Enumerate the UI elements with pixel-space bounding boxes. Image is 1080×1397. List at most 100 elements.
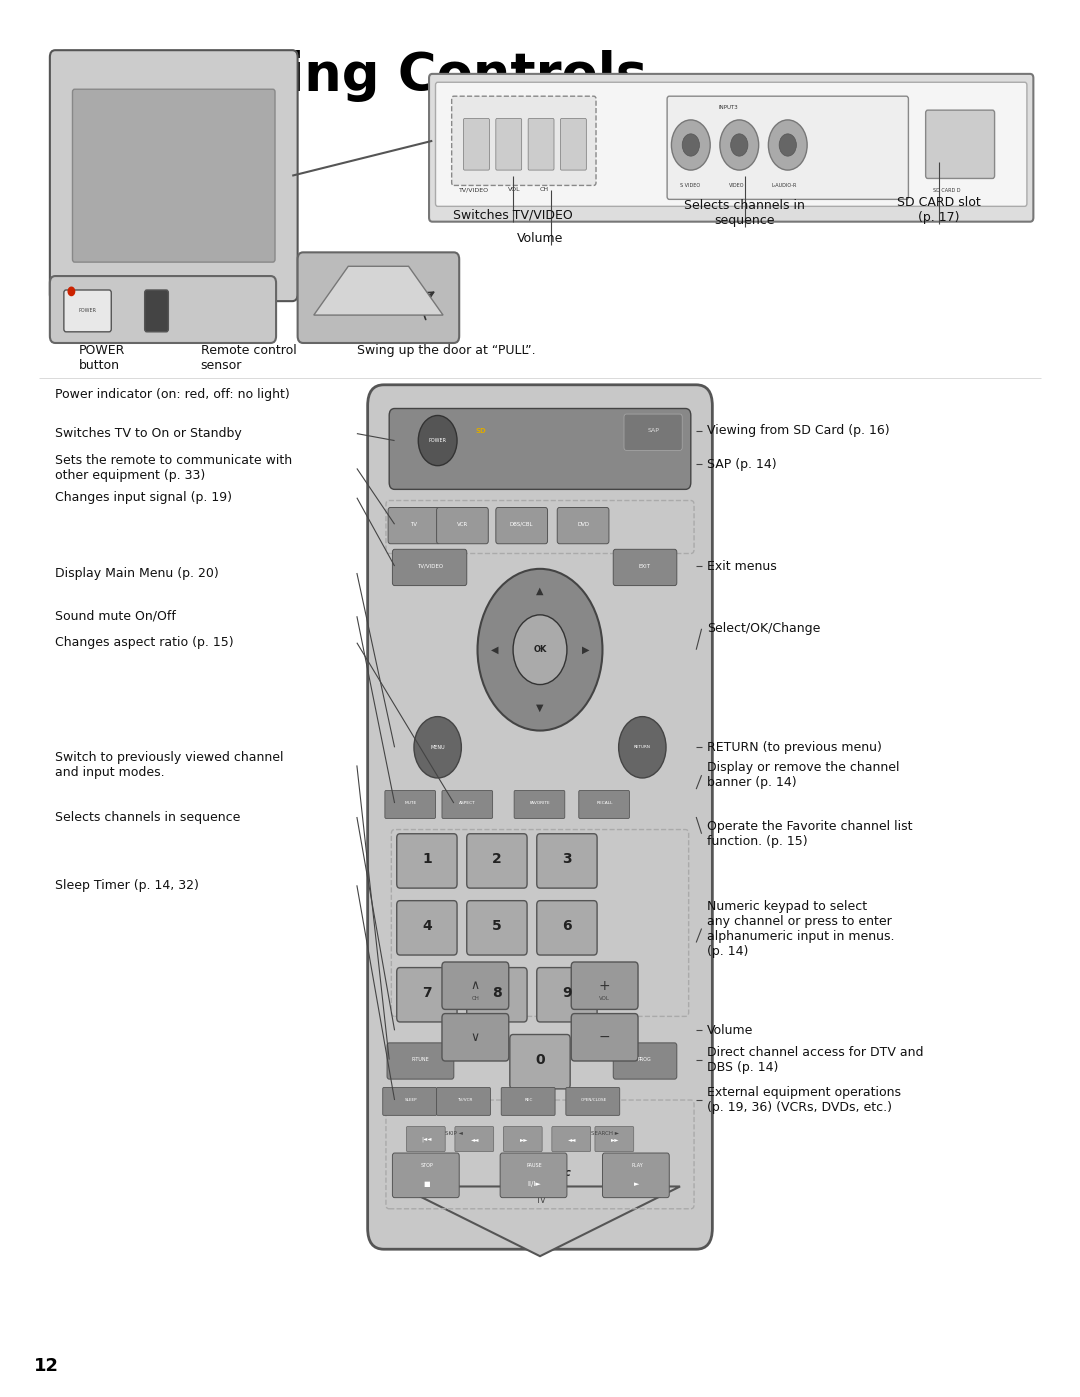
Text: ■: ■ — [423, 1180, 430, 1186]
Text: RETURN: RETURN — [634, 745, 651, 749]
Text: ▲: ▲ — [537, 587, 543, 597]
FancyBboxPatch shape — [50, 50, 298, 302]
Circle shape — [720, 120, 758, 170]
FancyBboxPatch shape — [387, 1044, 454, 1078]
FancyBboxPatch shape — [367, 384, 713, 1249]
Text: PLAY: PLAY — [631, 1164, 643, 1168]
FancyBboxPatch shape — [442, 1014, 509, 1060]
Text: CH: CH — [472, 996, 480, 1002]
Text: Panasonic: Panasonic — [509, 1168, 571, 1178]
Text: FAVORITE: FAVORITE — [529, 800, 551, 805]
Text: POWER: POWER — [79, 309, 96, 313]
Text: OK: OK — [534, 645, 546, 654]
Text: Operate the Favorite channel list
function. (p. 15): Operate the Favorite channel list functi… — [707, 820, 913, 848]
Text: Switch to previously viewed channel
and input modes.: Switch to previously viewed channel and … — [55, 752, 284, 780]
Text: VOL: VOL — [599, 996, 610, 1002]
FancyBboxPatch shape — [436, 1087, 490, 1115]
FancyBboxPatch shape — [557, 507, 609, 543]
Text: Sleep Timer (p. 14, 32): Sleep Timer (p. 14, 32) — [55, 879, 199, 891]
Text: TV/VIDEO: TV/VIDEO — [459, 187, 489, 193]
FancyBboxPatch shape — [396, 901, 457, 956]
FancyBboxPatch shape — [429, 74, 1034, 222]
Polygon shape — [314, 267, 443, 316]
Text: PAUSE: PAUSE — [527, 1164, 542, 1168]
Text: Volume: Volume — [707, 1024, 754, 1037]
Text: 6: 6 — [562, 919, 571, 933]
FancyBboxPatch shape — [603, 1153, 670, 1197]
Text: VCR: VCR — [457, 521, 468, 527]
FancyBboxPatch shape — [571, 1014, 638, 1060]
Text: 1: 1 — [422, 852, 432, 866]
Circle shape — [477, 569, 603, 731]
Text: 5: 5 — [492, 919, 502, 933]
Text: ∧: ∧ — [471, 979, 480, 992]
Polygon shape — [126, 295, 221, 323]
FancyBboxPatch shape — [72, 89, 275, 263]
FancyBboxPatch shape — [571, 963, 638, 1010]
Text: VIDEO: VIDEO — [729, 183, 744, 187]
Text: 0: 0 — [536, 1052, 544, 1066]
Text: RECALL: RECALL — [596, 800, 612, 805]
Text: Identifying Controls: Identifying Controls — [55, 50, 647, 102]
FancyBboxPatch shape — [566, 1087, 620, 1115]
FancyBboxPatch shape — [396, 968, 457, 1023]
FancyBboxPatch shape — [579, 791, 630, 819]
Text: External equipment operations
(p. 19, 36) (VCRs, DVDs, etc.): External equipment operations (p. 19, 36… — [707, 1085, 901, 1113]
Circle shape — [68, 288, 75, 296]
FancyBboxPatch shape — [496, 119, 522, 170]
Text: POWER: POWER — [429, 439, 447, 443]
Text: ◀: ◀ — [491, 644, 499, 655]
Text: ◄◄: ◄◄ — [471, 1137, 480, 1141]
FancyBboxPatch shape — [613, 1044, 677, 1078]
FancyBboxPatch shape — [406, 1126, 445, 1151]
FancyBboxPatch shape — [503, 1126, 542, 1151]
FancyBboxPatch shape — [388, 507, 440, 543]
Text: Selects channels in sequence: Selects channels in sequence — [55, 810, 241, 823]
Text: SAP: SAP — [647, 429, 659, 433]
Text: Changes input signal (p. 19): Changes input signal (p. 19) — [55, 492, 232, 504]
Text: +: + — [598, 979, 610, 993]
Text: PROG: PROG — [637, 1058, 651, 1062]
Text: OPEN/CLOSE: OPEN/CLOSE — [581, 1098, 607, 1102]
Text: TV/VIDEO: TV/VIDEO — [417, 563, 443, 569]
FancyBboxPatch shape — [463, 119, 489, 170]
FancyBboxPatch shape — [926, 110, 995, 179]
Text: DVD: DVD — [577, 521, 590, 527]
Text: ∨: ∨ — [471, 1031, 480, 1044]
Text: SD CARD slot
(p. 17): SD CARD slot (p. 17) — [896, 197, 981, 225]
Text: Volume: Volume — [517, 232, 563, 246]
FancyBboxPatch shape — [435, 82, 1027, 207]
FancyBboxPatch shape — [50, 277, 276, 344]
Polygon shape — [103, 323, 245, 330]
Text: 4: 4 — [422, 919, 432, 933]
Text: 8: 8 — [492, 986, 502, 1000]
Text: Swing up the door at “PULL”.: Swing up the door at “PULL”. — [356, 345, 536, 358]
FancyBboxPatch shape — [436, 507, 488, 543]
Text: TV/VCR: TV/VCR — [457, 1098, 472, 1102]
Text: DBS/CBL: DBS/CBL — [510, 521, 534, 527]
Text: ▶: ▶ — [581, 644, 589, 655]
FancyBboxPatch shape — [500, 1153, 567, 1197]
Text: |◄◄: |◄◄ — [421, 1136, 432, 1141]
Circle shape — [683, 134, 700, 156]
Text: Direct channel access for DTV and
DBS (p. 14): Direct channel access for DTV and DBS (p… — [707, 1045, 923, 1074]
Circle shape — [768, 120, 807, 170]
FancyBboxPatch shape — [667, 96, 908, 200]
Polygon shape — [400, 1186, 680, 1256]
Text: SKIP ◄: SKIP ◄ — [445, 1132, 462, 1136]
FancyBboxPatch shape — [384, 791, 435, 819]
FancyBboxPatch shape — [298, 253, 459, 344]
Text: TV: TV — [410, 521, 418, 527]
FancyBboxPatch shape — [501, 1087, 555, 1115]
Text: STOP: STOP — [420, 1164, 433, 1168]
FancyBboxPatch shape — [455, 1126, 494, 1151]
FancyBboxPatch shape — [145, 291, 168, 332]
Text: Remote control
sensor: Remote control sensor — [201, 345, 296, 373]
Text: SD CARD D: SD CARD D — [933, 189, 961, 193]
Text: ◄◄: ◄◄ — [568, 1137, 577, 1141]
FancyBboxPatch shape — [624, 414, 683, 450]
Text: S VIDEO: S VIDEO — [680, 183, 700, 187]
Circle shape — [779, 134, 796, 156]
FancyBboxPatch shape — [537, 968, 597, 1023]
Text: 2: 2 — [492, 852, 502, 866]
